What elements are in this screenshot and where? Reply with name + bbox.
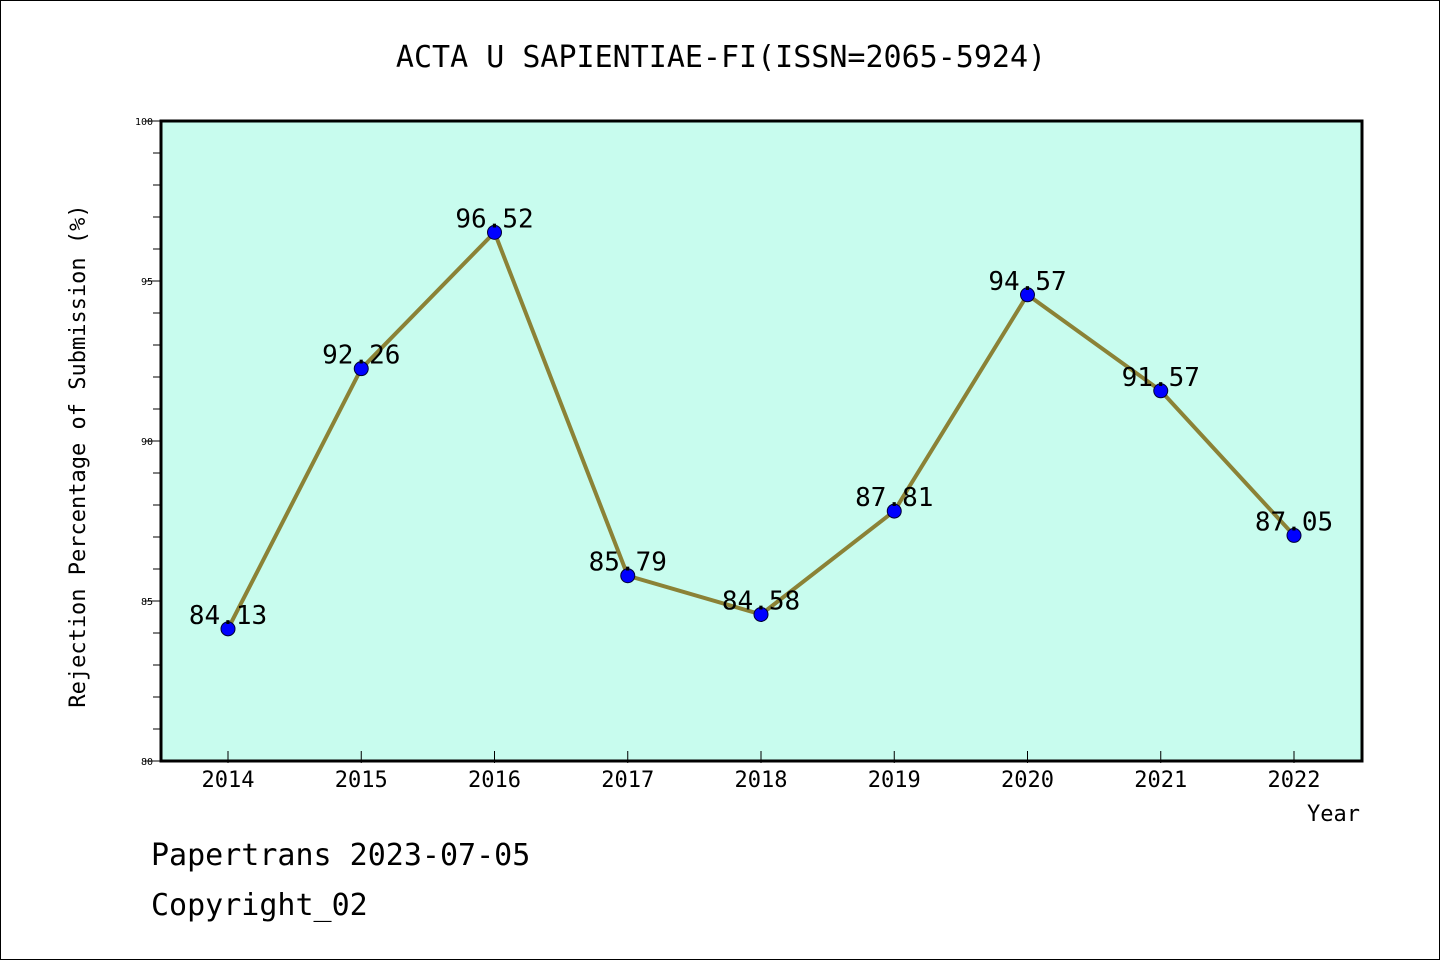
data-point-marker [487, 224, 502, 240]
data-label: 87.81 [855, 483, 933, 513]
data-label: 91.57 [1122, 363, 1200, 393]
data-label: 85.79 [589, 548, 667, 578]
x-ticks: 2014 2015 2016 2017 2018 2019 2020 2021 2022 [202, 751, 1321, 793]
x-tick-label: 2019 [868, 768, 921, 793]
data-point-marker [753, 606, 769, 622]
plot-border [159, 119, 1364, 763]
data-labels: 84.13 92.26 96.52 85.79 84.58 87.81 94.57 91.57… [189, 204, 1333, 630]
y-tick-label: 85 [141, 597, 153, 608]
y-major-ticks: 80 85 90 95 100 [135, 117, 161, 768]
x-axis-label: Year [1307, 802, 1360, 827]
x-tick-label: 2015 [335, 768, 388, 793]
y-tick-label: 90 [141, 437, 153, 448]
data-label: 92.26 [322, 341, 400, 371]
footer-copyright: Copyright_02 [151, 888, 368, 923]
y-tick-label: 95 [141, 277, 153, 288]
data-point-marker [1286, 527, 1302, 543]
x-tick-label: 2017 [601, 768, 654, 793]
x-tick-label: 2014 [202, 768, 255, 793]
footer-date: Papertrans 2023-07-05 [151, 838, 530, 873]
x-tick-label: 2018 [735, 768, 788, 793]
data-point-marker [620, 568, 636, 584]
y-tick-label: 100 [135, 117, 153, 128]
x-tick-label: 2016 [468, 768, 521, 793]
plot-area [161, 121, 1362, 761]
data-point-marker [220, 621, 236, 637]
data-point-marker [1153, 383, 1169, 399]
y-tick-label: 80 [141, 757, 153, 768]
data-label: 84.13 [189, 601, 267, 631]
x-tick-label: 2021 [1134, 768, 1187, 793]
data-label: 94.57 [988, 267, 1066, 297]
series-markers [220, 224, 1302, 637]
data-label: 84.58 [722, 586, 800, 616]
data-label: 87.05 [1255, 507, 1333, 537]
data-point-marker [1020, 287, 1035, 303]
data-point-marker [353, 361, 369, 377]
chart-title: ACTA U SAPIENTIAE-FI(ISSN=2065-5924) [396, 40, 1046, 75]
x-tick-label: 2022 [1268, 768, 1321, 793]
y-axis-label: Rejection Percentage of Submission (%) [66, 204, 91, 707]
data-point-marker [886, 503, 902, 519]
data-label: 96.52 [455, 204, 533, 234]
x-tick-label: 2020 [1001, 768, 1054, 793]
